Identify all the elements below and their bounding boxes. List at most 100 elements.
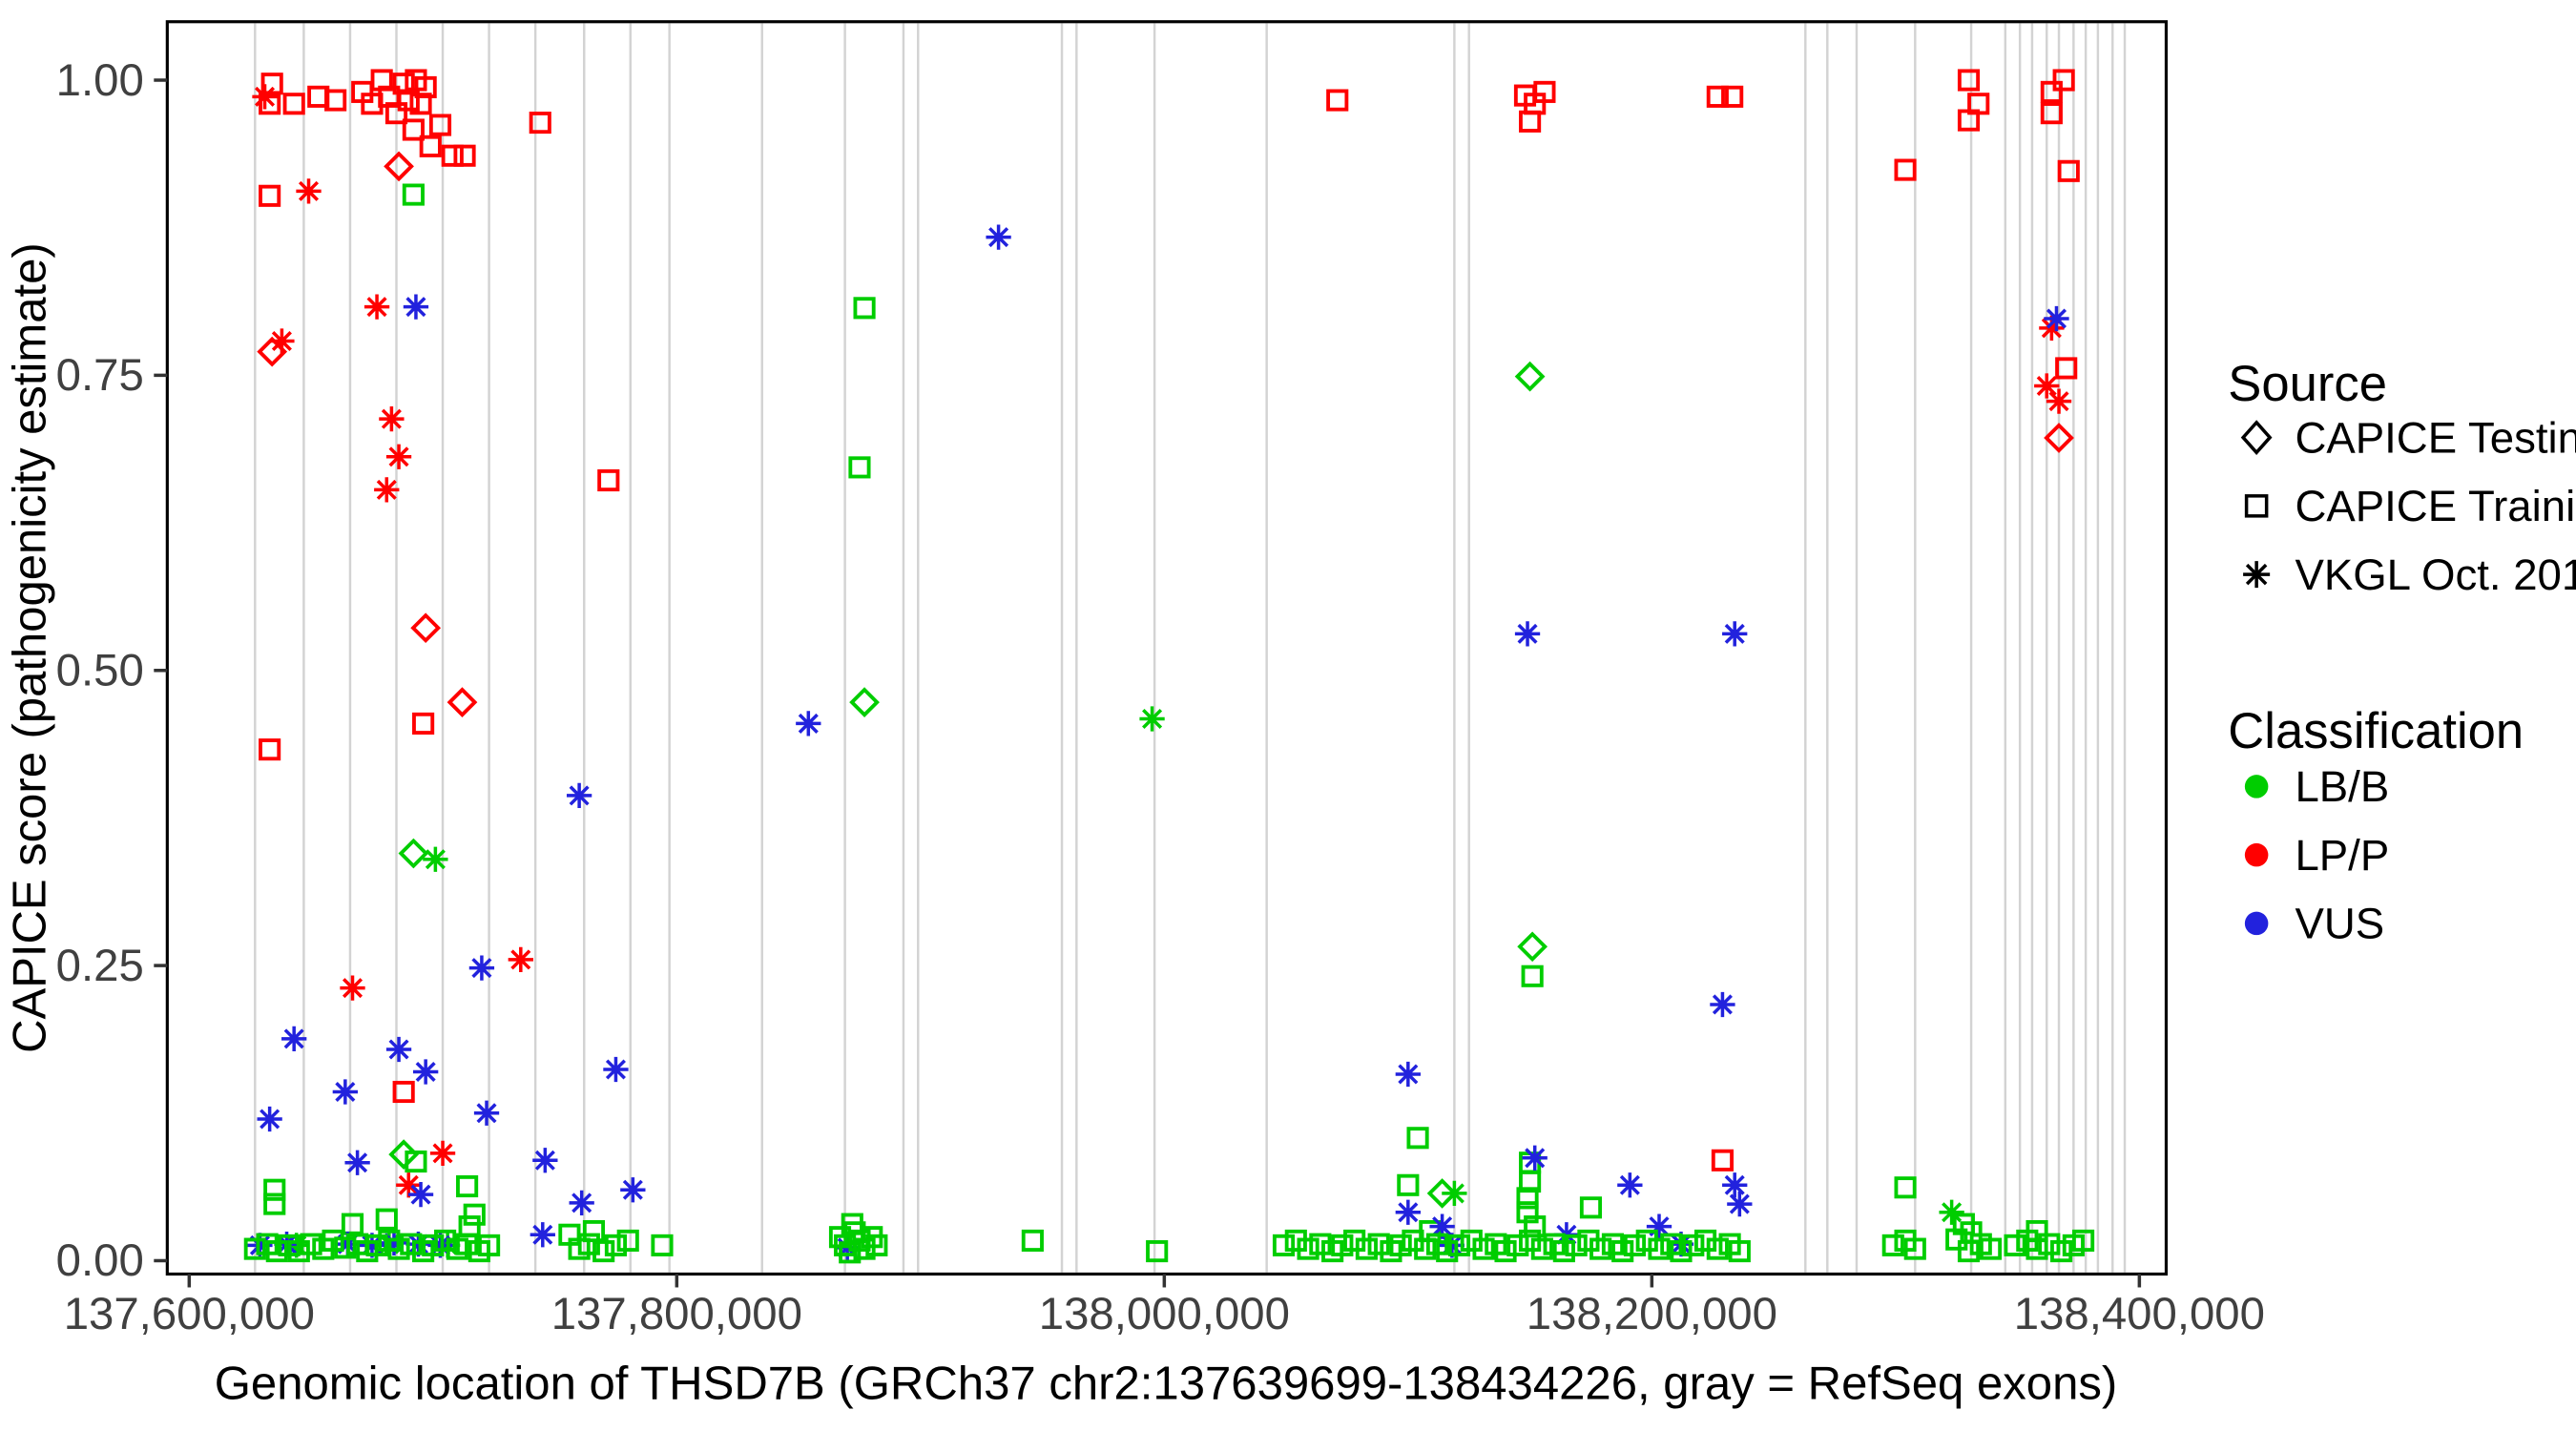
data-point [2046, 388, 2072, 414]
data-point [1406, 1127, 1429, 1150]
data-point [1447, 1234, 1471, 1256]
legend-item-label: LB/B [2295, 762, 2389, 811]
square-icon [2244, 494, 2269, 518]
data-point [1521, 964, 1544, 987]
data-point [456, 1233, 479, 1255]
data-point [1957, 69, 1981, 92]
data-point [1517, 931, 1548, 963]
legend-item-vus: VUS [2244, 900, 2384, 948]
data-point [1617, 1172, 1643, 1198]
data-point [359, 1233, 385, 1258]
panel-background [167, 21, 2167, 1275]
data-point [414, 75, 437, 98]
data-point [651, 1234, 674, 1256]
data-point [403, 294, 429, 320]
y-tick-label: 0.25 [56, 941, 144, 991]
data-point [400, 1233, 423, 1255]
data-point [1646, 1213, 1672, 1239]
data-point [2004, 1234, 2026, 1256]
x-tick-label: 138,200,000 [1527, 1289, 1777, 1339]
data-point [296, 178, 322, 204]
data-point [392, 73, 415, 95]
data-point [259, 738, 281, 761]
data-point [1367, 1233, 1390, 1255]
data-point [2052, 69, 2075, 92]
data-point [1395, 1199, 1421, 1225]
data-point [1721, 85, 1744, 108]
lbb-dot-icon [2244, 775, 2269, 798]
x-tick-label: 138,400,000 [2014, 1289, 2265, 1339]
data-point [1706, 1237, 1729, 1260]
data-point [1706, 85, 1729, 108]
legend-item-capice-testing: CAPICE Testing [2240, 413, 2576, 462]
data-point [2040, 102, 2063, 125]
y-tick-label: 1.00 [56, 55, 144, 106]
data-point [423, 846, 448, 872]
data-point [1429, 1213, 1455, 1239]
data-point [1272, 1234, 1296, 1256]
legend: Source CAPICE Testing CAPICE Training VK… [2228, 356, 2576, 948]
data-point [532, 1148, 558, 1173]
data-point [1139, 706, 1165, 732]
data-point [1146, 1240, 1169, 1263]
data-point [2055, 357, 2078, 380]
data-point [263, 1192, 286, 1215]
legend-item-lpp: LP/P [2244, 831, 2389, 880]
data-point [1309, 1233, 1332, 1255]
data-point [1670, 1240, 1693, 1263]
y-tick-label: 0.75 [56, 350, 144, 401]
data-point [2040, 80, 2063, 103]
data-point [422, 1234, 445, 1256]
data-point [2038, 1233, 2061, 1255]
data-point [281, 1026, 307, 1051]
data-point [597, 468, 620, 492]
data-point [478, 1234, 501, 1256]
legend-source-title: Source [2228, 356, 2387, 412]
data-point [1326, 89, 1349, 112]
data-point [1519, 1171, 1542, 1193]
legend-item-label: LP/P [2295, 831, 2389, 880]
data-point [530, 1222, 555, 1248]
data-point [1979, 1237, 2003, 1260]
data-point [616, 1229, 639, 1252]
data-point [453, 144, 476, 167]
data-point [529, 112, 551, 135]
data-point [1442, 1180, 1467, 1207]
data-point [1722, 621, 1748, 647]
data-point [1565, 1234, 1588, 1256]
data-point [1894, 1176, 1917, 1199]
data-point [259, 184, 281, 207]
data-point [841, 1213, 863, 1235]
data-point [1957, 1240, 1981, 1263]
data-point [1648, 1237, 1671, 1260]
data-point [603, 1056, 629, 1083]
data-point [1552, 1240, 1575, 1263]
legend-item-label: VUS [2295, 900, 2384, 948]
data-point [247, 1233, 273, 1258]
data-point [1414, 1237, 1437, 1260]
data-point [1514, 621, 1541, 647]
vus-dot-icon [2244, 911, 2269, 936]
data-point [1439, 1233, 1465, 1258]
data-point [468, 955, 495, 981]
data-point [398, 838, 429, 869]
data-point [604, 1234, 628, 1256]
axes-frame: 137,600,000 137,800,000 138,000,000 138,200… [56, 20, 2265, 1339]
data-point [419, 135, 442, 157]
legend-item-lbb: LB/B [2244, 762, 2389, 811]
data-point [441, 144, 464, 167]
legend-classification-title: Classification [2228, 703, 2524, 759]
x-tick-label: 137,600,000 [64, 1289, 315, 1339]
data-point [1516, 1187, 1539, 1210]
data-point [1395, 1061, 1421, 1088]
data-point [428, 114, 452, 136]
data-point [1472, 1237, 1495, 1260]
plot-panel [167, 21, 2167, 1275]
data-point [381, 1230, 407, 1256]
data-point [1397, 1173, 1420, 1196]
data-point [384, 102, 408, 125]
data-point [410, 612, 442, 644]
data-point [1021, 1229, 1044, 1252]
data-point [853, 1237, 876, 1260]
data-point [566, 782, 592, 809]
